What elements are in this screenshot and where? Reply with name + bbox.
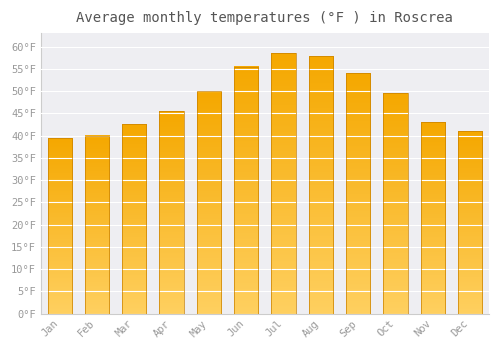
Bar [458,131,482,314]
Bar [122,125,146,314]
Bar [346,73,370,314]
Title: Average monthly temperatures (°F ) in Roscrea: Average monthly temperatures (°F ) in Ro… [76,11,454,25]
Bar [309,56,333,314]
Bar [272,53,295,314]
Bar [384,93,407,314]
Bar [197,91,221,314]
Bar [85,135,109,314]
Bar [160,111,184,314]
Bar [234,66,258,314]
Bar [421,122,445,314]
Bar [48,138,72,314]
